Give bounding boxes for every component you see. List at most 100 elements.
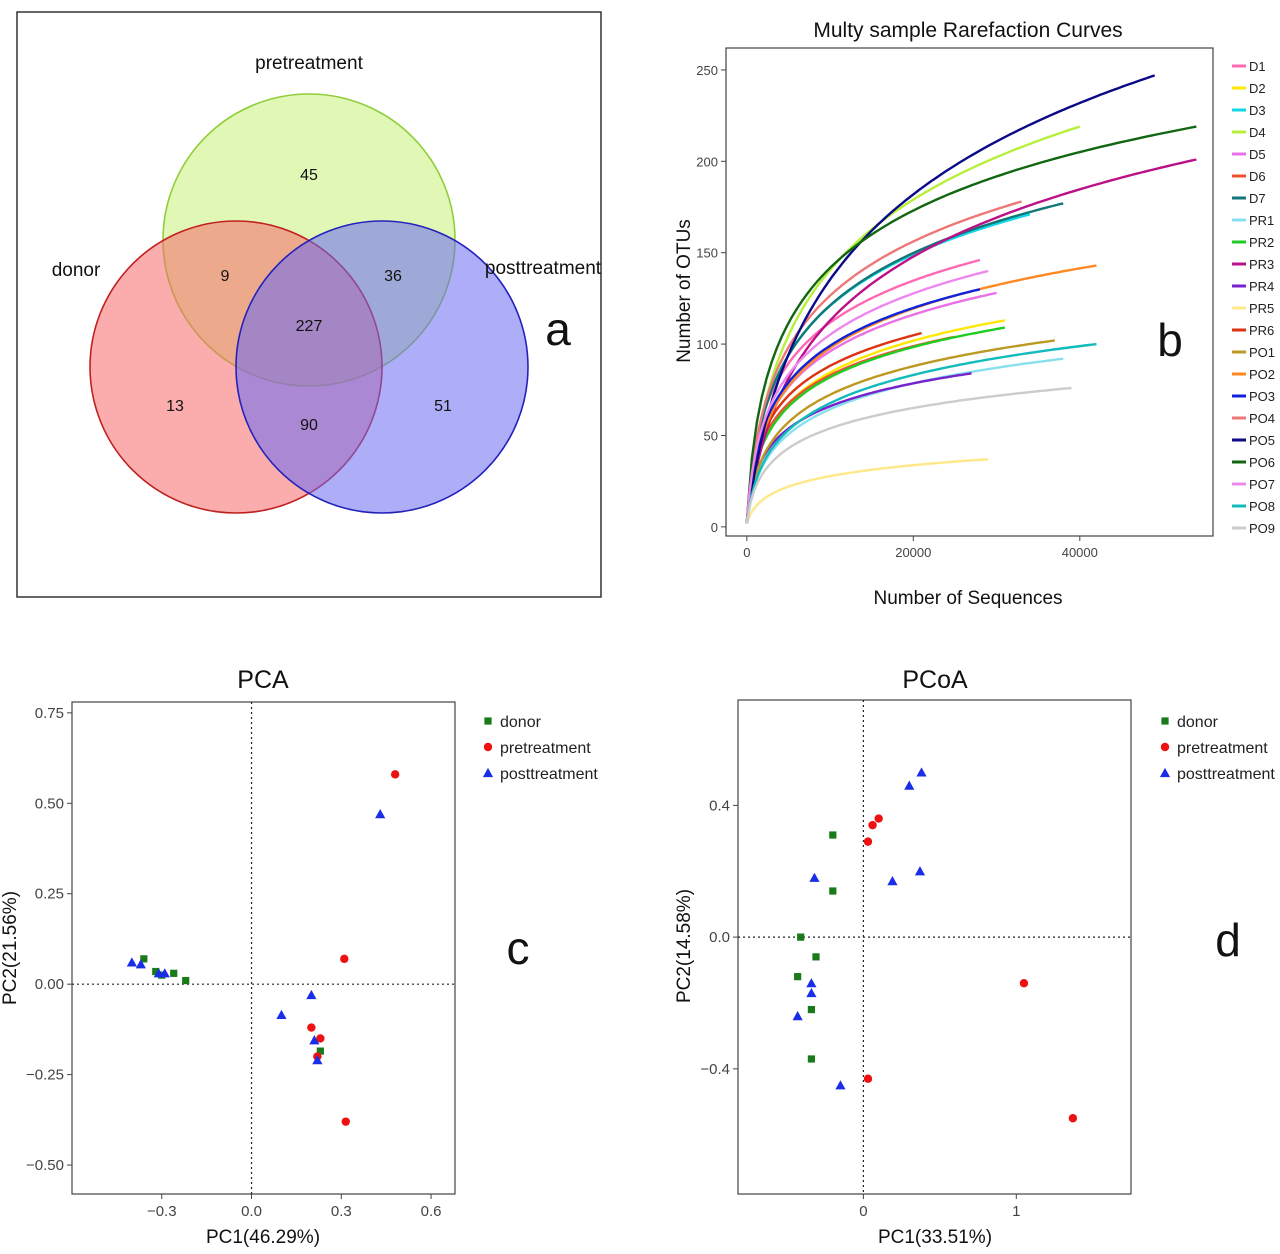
venn-set-label-posttreatment: posttreatment [485, 258, 602, 279]
legend-marker-pretreatment [483, 742, 493, 752]
point-pretreatment [316, 1034, 325, 1043]
series-line-pr3 [745, 158, 1197, 524]
point-posttreatment [375, 809, 386, 819]
series-line-pr6 [745, 331, 922, 524]
legend-label: donor [500, 714, 542, 731]
series-line-pr4 [745, 372, 972, 524]
venn-set-label-pretreatment: pretreatment [255, 53, 363, 74]
point-posttreatment [835, 1080, 846, 1090]
venn-circle-posttreatment [235, 220, 529, 514]
point-pretreatment [307, 1023, 316, 1032]
venn-count-pretreatment-posttreatment: 36 [384, 268, 402, 285]
x-tick-label: 0.3 [331, 1203, 352, 1220]
point-pretreatment [390, 770, 400, 779]
series-line-pr2 [745, 326, 1006, 524]
point-donor [152, 967, 160, 976]
legend-label: D5 [1249, 147, 1266, 162]
y-tick-label: −0.50 [26, 1157, 64, 1174]
x-tick-label: −0.3 [147, 1203, 177, 1220]
point-posttreatment [809, 872, 820, 882]
legend-label: D3 [1249, 103, 1266, 118]
series-line-d4 [745, 125, 1081, 524]
legend-marker-donor [484, 717, 492, 725]
y-tick-label: 100 [696, 337, 718, 352]
series-line-d1 [745, 258, 981, 524]
legend-label: D1 [1249, 59, 1266, 74]
y-tick-label: 0.4 [709, 797, 730, 814]
point-pretreatment [868, 820, 877, 830]
legend-marker-posttreatment [1159, 767, 1171, 778]
point-posttreatment [276, 1009, 287, 1020]
point-posttreatment [135, 959, 146, 969]
legend-label: posttreatment [1177, 766, 1275, 783]
point-posttreatment [309, 1035, 320, 1045]
rarefaction-xlabel: Number of Sequences [873, 588, 1062, 609]
legend-marker-donor [1161, 717, 1169, 725]
y-tick-label: 0 [711, 520, 718, 535]
point-posttreatment [904, 780, 915, 790]
point-donor [829, 887, 837, 895]
legend-label: D7 [1249, 191, 1266, 206]
pcoa-panel: PCoA PC1(33.51%) PC2(14.58%) 0 1 0.4 0.0 −0.… [674, 666, 1275, 1248]
point-posttreatment [159, 968, 170, 978]
point-donor [797, 933, 805, 941]
venn-panel: pretreatment donor posttreatment 45 13 5… [16, 11, 602, 598]
pca-xlabel: PC1(46.29%) [206, 1227, 320, 1248]
pca-plot-frame [71, 701, 456, 1195]
legend-label: PO5 [1249, 433, 1275, 448]
point-posttreatment [126, 957, 137, 967]
rarefaction-plot-frame [725, 47, 1214, 537]
legend-label: D4 [1249, 125, 1266, 140]
point-posttreatment [916, 767, 927, 777]
legend-marker-pretreatment [1160, 742, 1170, 752]
venn-count-all-three: 227 [296, 318, 323, 335]
pcoa-title: PCoA [902, 666, 968, 694]
venn-set-label-donor: donor [52, 260, 101, 281]
panel-label-a: a [545, 303, 571, 355]
venn-count-donor-only: 13 [166, 398, 184, 415]
point-pretreatment [863, 1074, 873, 1083]
y-tick-label: 0.00 [35, 976, 64, 993]
pcoa-plot-frame [737, 699, 1132, 1195]
legend-marker-posttreatment [482, 767, 494, 778]
y-tick-label: 50 [704, 428, 718, 443]
legend-label: PR1 [1249, 213, 1274, 228]
x-tick-label: 0.6 [421, 1203, 442, 1220]
series-line-pr5 [745, 458, 989, 524]
rarefaction-ylabel: Number of OTUs [674, 219, 695, 363]
point-donor [807, 1055, 816, 1063]
pca-panel: PCA PC1(46.29%) PC2(21.56%) −0.3 0.0 0.3 0.… [0, 666, 598, 1248]
series-line-d7 [745, 202, 1064, 524]
point-donor [829, 831, 837, 839]
rarefaction-title: Multy sample Rarefaction Curves [813, 19, 1122, 42]
legend-label: PO7 [1249, 477, 1275, 492]
point-posttreatment [312, 1055, 323, 1065]
x-tick-label: 1 [1012, 1203, 1020, 1220]
legend-label: PO1 [1249, 345, 1275, 360]
point-donor [140, 955, 148, 963]
point-posttreatment [806, 988, 817, 998]
y-tick-label: 0.75 [35, 705, 64, 722]
series-line-po5 [745, 74, 1156, 524]
series-line-po7 [745, 269, 989, 524]
point-donor [794, 973, 802, 981]
venn-count-posttreatment-only: 51 [434, 398, 452, 415]
legend-label: PR5 [1249, 301, 1274, 316]
point-pretreatment [1068, 1114, 1078, 1123]
x-tick-label: 0.0 [241, 1203, 262, 1220]
series-line-po6 [745, 125, 1197, 524]
pca-title: PCA [237, 666, 289, 694]
legend-label: PR3 [1249, 257, 1274, 272]
point-donor [170, 969, 178, 977]
point-posttreatment [914, 866, 926, 876]
legend-label: PO3 [1249, 389, 1275, 404]
legend-label: donor [1177, 714, 1219, 731]
pca-ylabel: PC2(21.56%) [0, 891, 21, 1005]
legend-label: PO4 [1249, 411, 1275, 426]
y-tick-label: 250 [696, 63, 718, 78]
legend-label: PO6 [1249, 455, 1275, 470]
point-pretreatment [863, 837, 873, 846]
point-posttreatment [306, 989, 317, 1000]
series-line-po8 [745, 342, 1097, 524]
panel-label-b: b [1157, 314, 1183, 366]
